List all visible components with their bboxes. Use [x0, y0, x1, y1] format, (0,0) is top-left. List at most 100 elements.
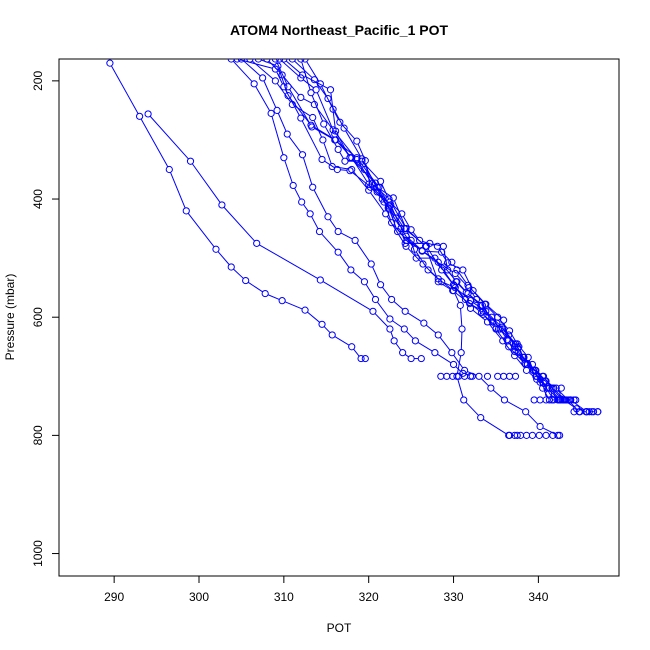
data-point	[477, 308, 486, 317]
series-segment	[321, 233, 337, 251]
series-segment	[394, 200, 406, 226]
data-point	[523, 360, 531, 369]
data-point	[274, 62, 282, 70]
series	[288, 59, 570, 404]
series-segment	[323, 142, 332, 164]
data-point	[402, 224, 410, 233]
data-point	[500, 316, 508, 324]
series-segment	[267, 294, 280, 300]
series	[280, 59, 578, 404]
data-point	[297, 114, 305, 122]
data-point	[227, 263, 235, 271]
series-segment	[450, 263, 461, 270]
data-point	[165, 165, 173, 174]
series-segment	[508, 341, 514, 350]
data-point	[186, 157, 195, 165]
data-point	[449, 287, 457, 295]
series-segment	[460, 332, 463, 350]
x-tick-label: 310	[274, 590, 294, 604]
data-point	[278, 71, 286, 79]
point-cluster	[530, 396, 580, 404]
data-point	[424, 266, 432, 274]
data-point	[389, 194, 397, 202]
data-point	[318, 320, 326, 328]
series-segment	[110, 65, 139, 114]
series-segment	[389, 210, 400, 227]
series-segment	[302, 157, 313, 185]
data-point	[329, 105, 337, 113]
data-point	[483, 372, 492, 380]
series-segment	[480, 378, 490, 387]
data-point	[488, 318, 497, 326]
series-segment	[307, 311, 320, 323]
data-point	[420, 319, 428, 327]
data-point	[439, 242, 447, 250]
series-segment	[542, 427, 556, 435]
data-point	[144, 110, 152, 118]
data-point	[357, 354, 365, 363]
data-point	[298, 151, 307, 159]
data-point	[319, 136, 327, 144]
x-tick-label: 340	[528, 590, 548, 604]
series-segment	[483, 307, 492, 320]
data-point	[250, 80, 258, 88]
data-point	[353, 137, 361, 145]
series-segment	[303, 204, 309, 212]
data-point	[284, 92, 292, 100]
series-segment	[386, 216, 405, 244]
data-point	[309, 183, 317, 191]
series-segment	[301, 61, 311, 90]
series-segment	[510, 333, 518, 345]
series-segment	[383, 201, 388, 207]
data-point	[451, 269, 459, 278]
data-point	[519, 353, 527, 361]
series-segment	[443, 254, 450, 261]
series-segment	[303, 98, 312, 104]
plot-area	[106, 59, 602, 439]
data-point	[283, 130, 291, 138]
series-segment	[243, 60, 261, 77]
series-segment	[457, 379, 464, 398]
data-point	[263, 59, 271, 63]
series-segment	[426, 249, 438, 280]
series-segment	[329, 219, 337, 230]
series-segment	[489, 324, 502, 339]
series-segment	[323, 326, 331, 334]
data-point	[271, 59, 279, 63]
data-point	[514, 344, 522, 352]
data-point	[136, 112, 144, 120]
series-segment	[276, 71, 283, 85]
data-point	[388, 295, 396, 304]
series-segment	[336, 133, 349, 156]
series-segment	[276, 61, 288, 85]
series-segment	[284, 301, 303, 310]
series-segment	[534, 372, 539, 380]
data-point	[326, 86, 335, 94]
data-point	[315, 227, 324, 236]
data-point	[324, 213, 332, 221]
series-segment	[460, 308, 463, 326]
data-point	[398, 210, 406, 218]
data-point	[280, 154, 288, 162]
data-point	[458, 325, 466, 333]
data-point	[400, 325, 408, 333]
data-point	[594, 408, 602, 416]
data-point	[332, 127, 340, 135]
series-segment	[518, 345, 527, 356]
data-point	[253, 239, 261, 247]
series-segment	[415, 251, 427, 268]
data-point	[369, 307, 377, 315]
series-segment	[389, 211, 397, 229]
data-point	[572, 396, 580, 404]
data-point	[511, 372, 520, 380]
series-segment	[217, 251, 230, 265]
data-point	[399, 349, 407, 357]
series-segment	[402, 230, 414, 247]
series-segment	[453, 354, 464, 369]
series-segment	[372, 189, 381, 198]
y-tick-label: 600	[31, 307, 45, 327]
series-segment	[402, 216, 410, 228]
series	[246, 59, 521, 439]
series-segment	[351, 159, 374, 182]
series	[144, 110, 425, 363]
